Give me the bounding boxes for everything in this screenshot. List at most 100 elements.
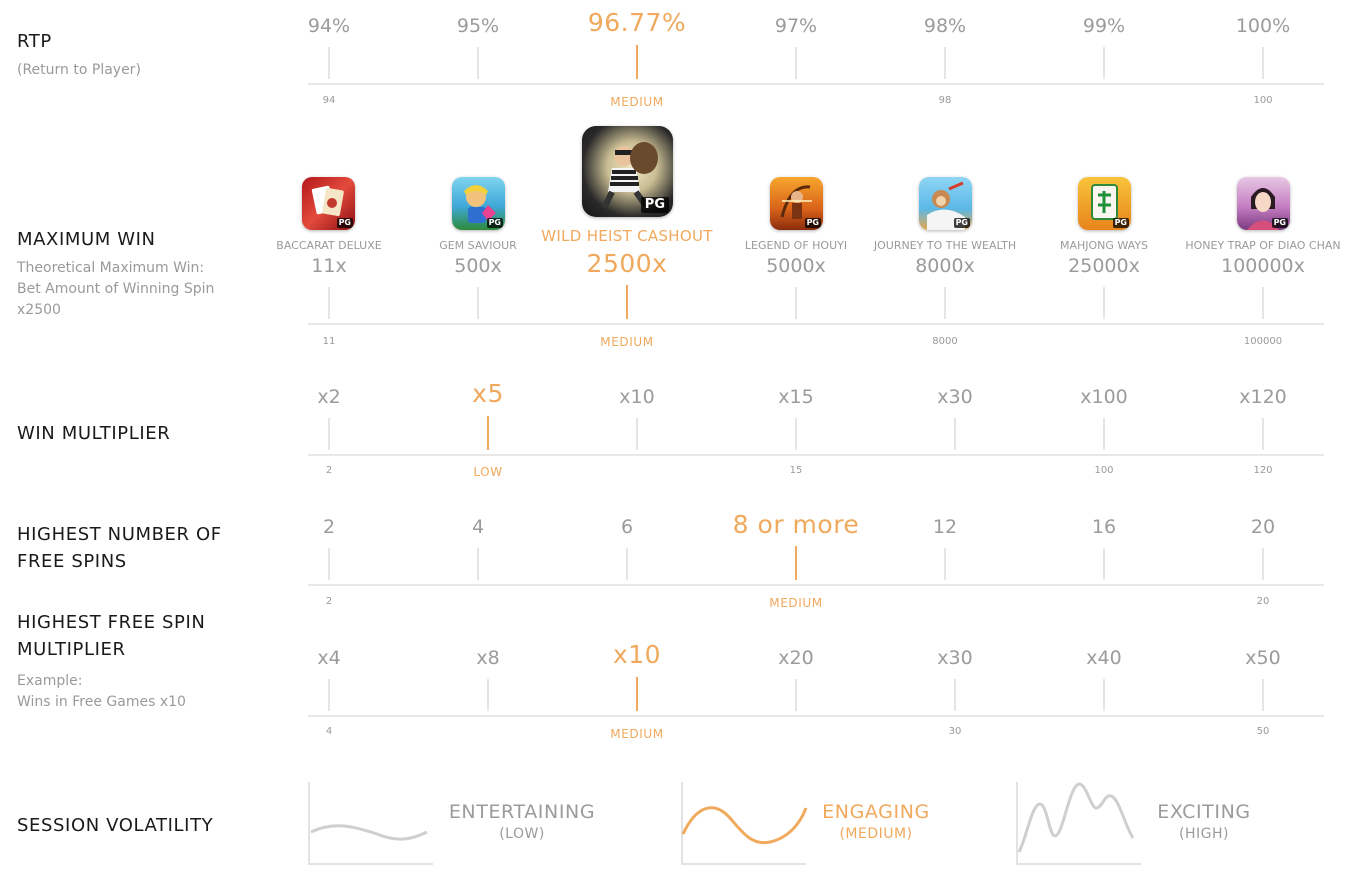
win-multiplier-label: x10 <box>619 386 655 408</box>
free-spins-title-line: HIGHEST NUMBER OF <box>17 524 222 545</box>
win-multiplier-tick <box>1103 418 1105 450</box>
win-multiplier-label: x30 <box>937 386 973 408</box>
free-spin-multiplier-label: x40 <box>1086 647 1122 669</box>
max-win-tick <box>1103 287 1105 319</box>
max-win-scale-mid: 8000 <box>932 336 958 347</box>
max-win-value: 11x <box>311 255 347 277</box>
free-spin-multiplier-tick-active <box>636 677 638 711</box>
free-spin-multiplier-tick <box>795 679 797 711</box>
free-spins-label: 20 <box>1250 516 1276 538</box>
pg-badge: PG <box>804 218 821 228</box>
max-win-value: 100000x <box>1221 255 1305 277</box>
free-spin-multiplier-label: x30 <box>937 647 973 669</box>
free-spin-multiplier-label-active: x10 <box>612 640 662 669</box>
win-multiplier-title: WIN MULTIPLIER <box>17 423 171 444</box>
rtp-label-active: 96.77% <box>587 8 687 37</box>
volatility-option-name-active: ENGAGING <box>822 801 930 823</box>
rtp-label-95: 95% <box>456 15 500 37</box>
baccarat-deluxe-icon[interactable]: PG <box>302 177 355 230</box>
volatility-title: SESSION VOLATILITY <box>17 815 214 836</box>
max-win-subtitle-line: Bet Amount of Winning Spin <box>17 281 215 297</box>
rtp-label-98: 98% <box>923 15 967 37</box>
rtp-tick <box>1103 47 1105 79</box>
max-win-scale-max: 100000 <box>1243 336 1283 347</box>
legend-of-houyi-icon[interactable]: PG <box>770 177 823 230</box>
free-spin-multiplier-subtitle-line: Wins in Free Games x10 <box>17 694 186 710</box>
free-spin-multiplier-subtitle-line: Example: <box>17 673 83 689</box>
max-win-tick <box>1262 287 1264 319</box>
journey-to-the-wealth-icon[interactable]: PG <box>919 177 972 230</box>
win-multiplier-scale-max: 120 <box>1253 465 1273 476</box>
pg-badge: PG <box>1271 218 1288 228</box>
max-win-value-active: 2500x <box>586 249 668 278</box>
free-spin-multiplier-tick <box>487 679 489 711</box>
honey-trap-of-diao-chan-icon[interactable]: PG <box>1237 177 1290 230</box>
rtp-tick <box>1262 47 1264 79</box>
game-name: MAHJONG WAYS <box>1059 239 1149 252</box>
rtp-scale-min: 94 <box>322 95 336 106</box>
game-name: BACCARAT DELUXE <box>276 239 382 252</box>
max-win-scale-level: MEDIUM <box>600 335 654 349</box>
free-spin-multiplier-tick <box>1103 679 1105 711</box>
free-spins-baseline <box>308 584 1324 586</box>
free-spins-scale-min: 2 <box>325 596 333 607</box>
win-multiplier-label: x15 <box>778 386 814 408</box>
free-spins-tick <box>1262 548 1264 580</box>
rtp-tick <box>944 47 946 79</box>
free-spins-tick <box>944 548 946 580</box>
max-win-value: 8000x <box>915 255 975 277</box>
max-win-scale-min: 11 <box>322 336 336 347</box>
pg-badge: PG <box>953 218 970 228</box>
volatility-option-name: ENTERTAINING <box>448 801 596 823</box>
max-win-tick <box>944 287 946 319</box>
max-win-value: 5000x <box>766 255 826 277</box>
pg-badge: PG <box>640 197 669 213</box>
free-spin-multiplier-label: x4 <box>317 647 341 669</box>
pg-badge: PG <box>336 218 353 228</box>
free-spins-scale-max: 20 <box>1256 596 1270 607</box>
medium-volatility-graph-icon <box>681 782 808 865</box>
volatility-option-name: EXCITING <box>1157 801 1251 823</box>
max-win-subtitle-line: Theoretical Maximum Win: <box>17 260 205 276</box>
free-spin-multiplier-scale-max: 50 <box>1256 726 1270 737</box>
high-volatility-graph-icon <box>1016 782 1141 865</box>
win-multiplier-tick <box>636 418 638 450</box>
max-win-tick <box>328 287 330 319</box>
free-spin-multiplier-tick <box>328 679 330 711</box>
win-multiplier-label-active: x5 <box>472 379 504 408</box>
pg-badge: PG <box>1112 218 1129 228</box>
gem-saviour-icon[interactable]: PG <box>452 177 505 230</box>
rtp-tick <box>477 47 479 79</box>
max-win-tick <box>795 287 797 319</box>
win-multiplier-label: x100 <box>1080 386 1128 408</box>
max-win-value: 25000x <box>1068 255 1140 277</box>
mahjong-ways-icon[interactable]: PG <box>1078 177 1131 230</box>
rtp-tick-active <box>636 45 638 79</box>
max-win-title: MAXIMUM WIN <box>17 229 156 250</box>
free-spin-multiplier-title-line: HIGHEST FREE SPIN <box>17 612 206 633</box>
rtp-scale-mid: 98 <box>938 95 952 106</box>
volatility-option-level-active: (MEDIUM) <box>839 826 913 842</box>
win-multiplier-tick <box>795 418 797 450</box>
win-multiplier-scale-min: 2 <box>325 465 333 476</box>
free-spins-tick-active <box>795 546 797 580</box>
free-spins-label: 4 <box>471 516 485 538</box>
rtp-label-99: 99% <box>1082 15 1126 37</box>
rtp-title: RTP <box>17 31 52 52</box>
rtp-scale-max: 100 <box>1253 95 1273 106</box>
free-spins-label: 6 <box>620 516 634 538</box>
free-spins-title-line: FREE SPINS <box>17 551 127 572</box>
free-spins-label: 2 <box>322 516 336 538</box>
rtp-label-97: 97% <box>774 15 818 37</box>
rtp-baseline <box>308 83 1324 85</box>
win-multiplier-tick <box>328 418 330 450</box>
game-name: LEGEND OF HOUYI <box>744 239 848 252</box>
free-spins-tick <box>328 548 330 580</box>
wild-heist-cashout-icon[interactable]: PG <box>582 126 673 217</box>
free-spin-multiplier-label: x50 <box>1245 647 1281 669</box>
volatility-option-level: (HIGH) <box>1179 826 1229 842</box>
game-name: HONEY TRAP OF DIAO CHAN <box>1185 239 1341 252</box>
win-multiplier-scale-mid2: 100 <box>1094 465 1114 476</box>
game-name-active: WILD HEIST CASHOUT <box>541 227 713 245</box>
free-spin-multiplier-label: x20 <box>778 647 814 669</box>
